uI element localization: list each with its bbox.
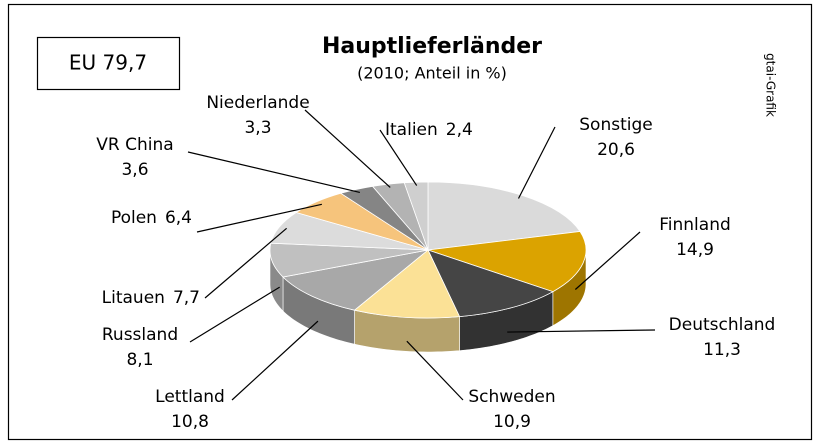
leader-line [196,203,322,233]
slice [427,181,581,251]
slice [427,249,554,318]
slice-label: Lettland [155,387,225,407]
annotation: EU 79,7 [69,51,147,75]
slice-label: Deutschland [669,315,776,335]
leader-line [379,129,418,186]
value-label: 11,3 [703,340,741,360]
slice-label: Schweden [468,387,555,407]
slice [282,249,429,311]
slice [353,249,461,319]
leader-line [189,286,280,343]
slice-label: Italien 2,4 [385,120,473,140]
category-name: Polen [111,208,157,228]
slice-label: Polen 6,4 [111,208,192,228]
leader-line [507,329,656,333]
slice-label: Finnland [659,215,731,235]
leader-line [574,231,641,290]
slice [427,231,587,293]
slice-label: Russland [102,325,178,345]
chart-title: Hauptlieferländer [322,34,542,59]
slice-label: Litauen 7,7 [102,288,200,308]
value-label: 7,7 [173,288,200,308]
slice-label: VR China [96,135,173,155]
value-label: 8,1 [126,350,153,370]
leader-line [231,320,319,401]
value-label: 10,8 [171,412,209,432]
annotation-box [36,36,181,91]
slice [403,181,429,251]
leader-line [304,109,391,188]
slice-label: Niederlande [206,93,309,113]
credit: gtai-Grafik [764,53,778,117]
leader-line [187,151,360,194]
value-label: 14,9 [676,240,714,260]
value-label: 10,9 [493,412,531,432]
slice-label: Sonstige [579,115,652,135]
value-label: 2,4 [446,120,473,140]
value-label: 6,4 [165,208,192,228]
value-label: 3,3 [244,118,271,138]
value-label: 20,6 [597,140,635,160]
value-label: 3,6 [121,160,148,180]
chart-subtitle: (2010; Anteil in %) [357,64,507,83]
category-name: Litauen [102,288,165,308]
leader-line [406,340,464,401]
category-name: Italien [385,120,438,140]
leader-line [517,126,556,199]
leader-line [204,227,288,299]
